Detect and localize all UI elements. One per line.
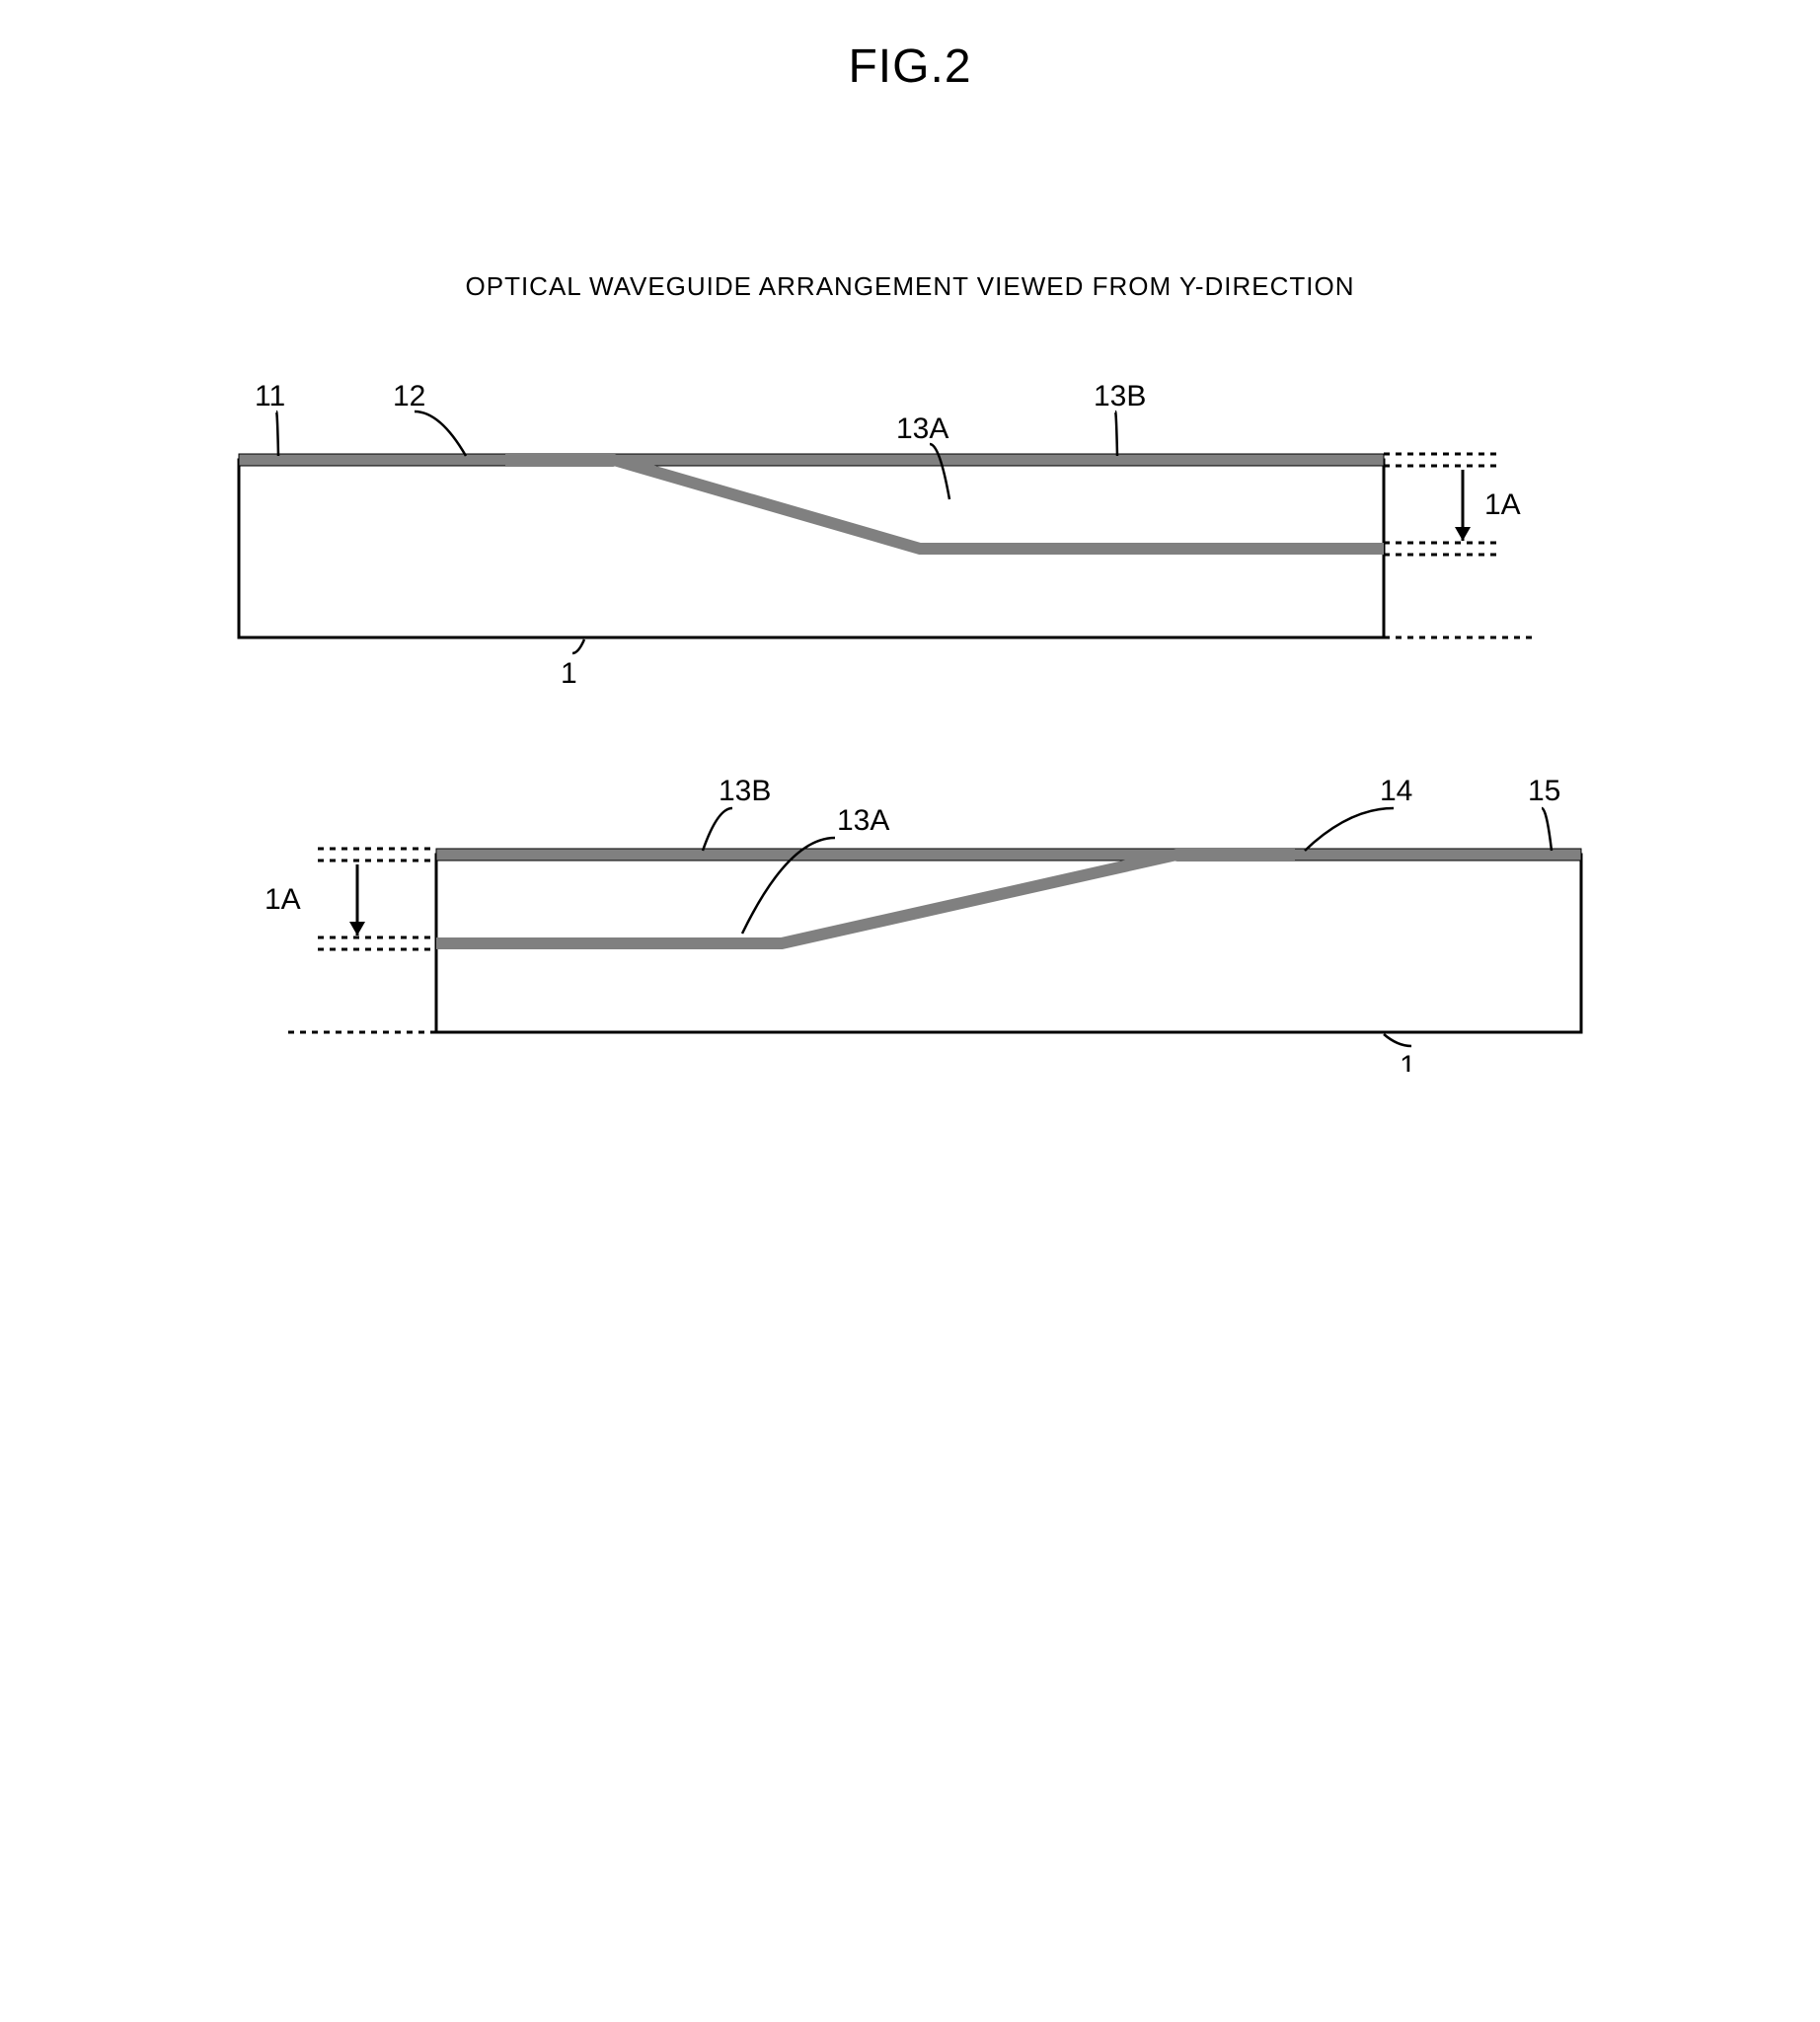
label-1: 1 [561, 657, 577, 687]
leader-line [415, 412, 466, 456]
label-13b: 13B [1094, 380, 1146, 412]
figure-title: FIG.2 [39, 39, 1781, 94]
leader-line [703, 808, 732, 851]
diagram-upper: 11 12 13A 13B 1A 1 [170, 371, 1650, 687]
leader-line [276, 412, 278, 456]
leader-line [1115, 412, 1117, 456]
leader-line [930, 444, 949, 499]
label-12: 12 [393, 380, 425, 412]
leader-line [572, 639, 584, 653]
dimension-arrow-1a [1455, 470, 1471, 541]
waveguide-13b [436, 849, 1581, 861]
leader-line [1305, 808, 1394, 851]
label-1a: 1A [265, 883, 301, 916]
label-13b: 13B [719, 776, 771, 807]
waveguide-13a [436, 855, 1295, 943]
leader-line [1542, 808, 1552, 851]
label-1a: 1A [1484, 488, 1521, 521]
label-13a: 13A [896, 412, 948, 445]
label-11: 11 [255, 380, 285, 412]
label-15: 15 [1528, 776, 1560, 807]
diagram-lower: 13B 13A 1A 14 15 1 [170, 776, 1650, 1072]
figure-subtitle: OPTICAL WAVEGUIDE ARRANGEMENT VIEWED FRO… [39, 271, 1781, 302]
label-13a: 13A [837, 804, 889, 837]
waveguide-13b [239, 454, 1384, 466]
leader-line [1384, 1034, 1411, 1046]
label-1: 1 [1400, 1050, 1416, 1072]
label-14: 14 [1380, 776, 1412, 807]
dimension-arrow-1a [349, 864, 365, 936]
